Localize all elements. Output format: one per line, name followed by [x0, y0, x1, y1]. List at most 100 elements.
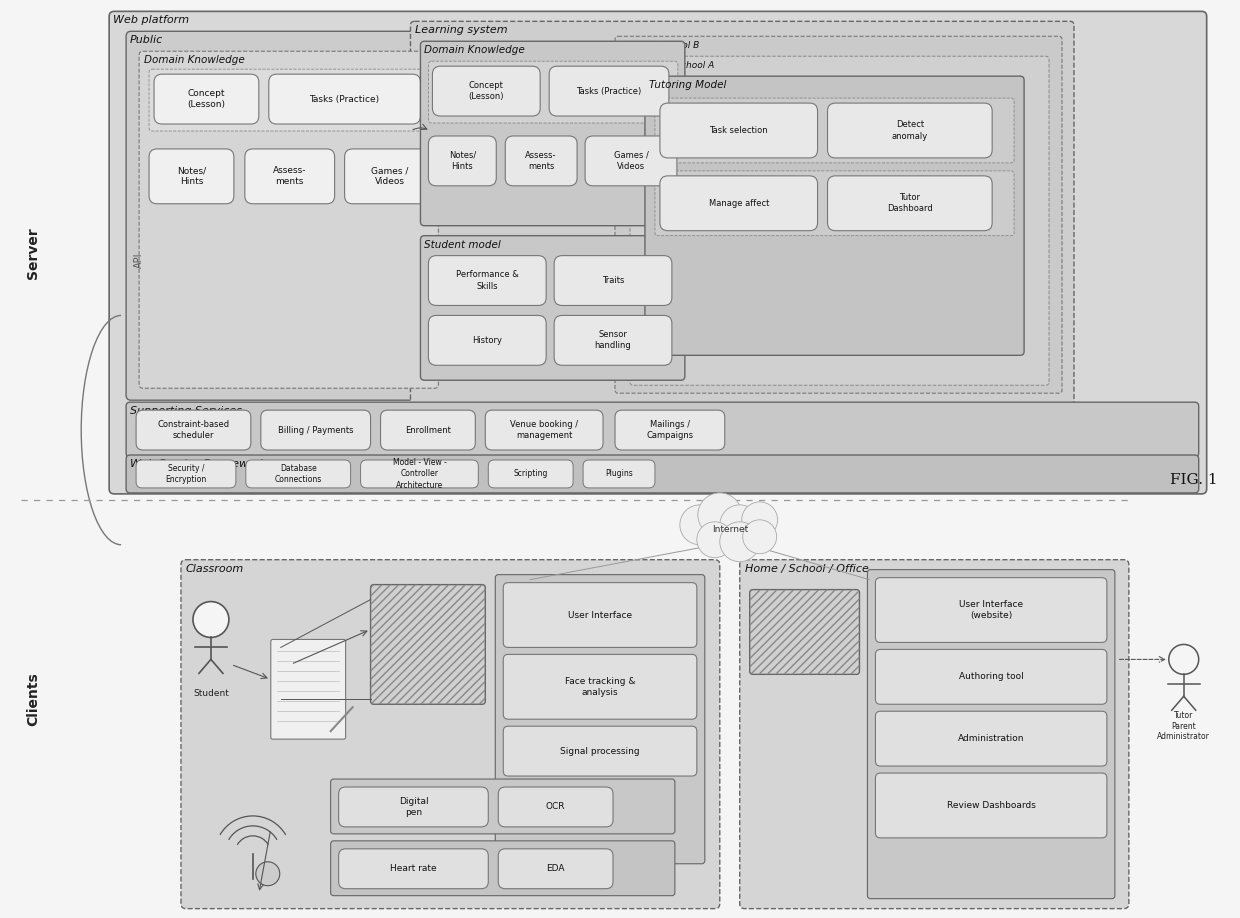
Text: OCR: OCR	[546, 802, 565, 812]
FancyBboxPatch shape	[827, 176, 992, 230]
Text: Web platform: Web platform	[113, 16, 190, 26]
Text: User Interface: User Interface	[568, 610, 632, 620]
Text: History: History	[472, 336, 502, 345]
FancyBboxPatch shape	[136, 460, 236, 487]
FancyBboxPatch shape	[154, 74, 259, 124]
Text: Tasks (Practice): Tasks (Practice)	[310, 95, 379, 104]
Text: Mailings /
Campaigns: Mailings / Campaigns	[646, 420, 693, 440]
FancyBboxPatch shape	[875, 577, 1107, 643]
FancyBboxPatch shape	[410, 21, 1074, 405]
Text: Domain Knowledge: Domain Knowledge	[424, 45, 526, 55]
FancyBboxPatch shape	[498, 849, 613, 889]
FancyBboxPatch shape	[750, 589, 859, 675]
Text: Home / School / Office: Home / School / Office	[745, 564, 868, 574]
FancyBboxPatch shape	[655, 98, 1014, 162]
FancyBboxPatch shape	[485, 410, 603, 450]
FancyBboxPatch shape	[827, 103, 992, 158]
FancyBboxPatch shape	[244, 149, 335, 204]
FancyBboxPatch shape	[339, 849, 489, 889]
Text: Venue booking /
management: Venue booking / management	[510, 420, 578, 440]
Text: Tutoring Model: Tutoring Model	[649, 80, 727, 90]
FancyBboxPatch shape	[126, 455, 1199, 493]
FancyBboxPatch shape	[381, 410, 475, 450]
FancyBboxPatch shape	[495, 575, 704, 864]
Text: Review Dashboards: Review Dashboards	[946, 800, 1035, 810]
FancyBboxPatch shape	[645, 76, 1024, 355]
Text: Assess-
ments: Assess- ments	[526, 151, 557, 171]
Text: Student: Student	[193, 689, 229, 699]
FancyBboxPatch shape	[429, 255, 546, 306]
Text: Games /
Videos: Games / Videos	[614, 151, 649, 171]
FancyBboxPatch shape	[420, 41, 684, 226]
Text: Private / School A: Private / School A	[635, 61, 714, 69]
Text: Clients: Clients	[26, 672, 41, 726]
FancyBboxPatch shape	[331, 779, 675, 834]
Text: Assess-
ments: Assess- ments	[273, 166, 306, 186]
FancyBboxPatch shape	[740, 560, 1128, 909]
Text: Tasks (Practice): Tasks (Practice)	[577, 86, 641, 95]
Text: Security /
Encryption: Security / Encryption	[165, 464, 207, 484]
Circle shape	[698, 493, 742, 537]
Text: Games /
Videos: Games / Videos	[371, 166, 408, 186]
Text: EDA: EDA	[547, 864, 565, 873]
Text: Domain Knowledge: Domain Knowledge	[144, 55, 244, 65]
Text: Billing / Payments: Billing / Payments	[278, 426, 353, 434]
Text: Notes/
Hints: Notes/ Hints	[177, 166, 206, 186]
FancyBboxPatch shape	[126, 31, 450, 400]
Text: User Interface
(website): User Interface (website)	[959, 600, 1023, 620]
Circle shape	[193, 601, 229, 637]
Text: Signal processing: Signal processing	[560, 746, 640, 756]
Text: Digital
pen: Digital pen	[398, 797, 428, 817]
FancyBboxPatch shape	[554, 316, 672, 365]
FancyBboxPatch shape	[489, 460, 573, 487]
Text: FIG. 1: FIG. 1	[1169, 473, 1218, 487]
Circle shape	[743, 520, 776, 554]
FancyBboxPatch shape	[615, 410, 724, 450]
Circle shape	[742, 502, 777, 538]
FancyBboxPatch shape	[429, 316, 546, 365]
Text: Sensor
handling: Sensor handling	[595, 330, 631, 351]
FancyBboxPatch shape	[339, 787, 489, 827]
Text: Performance &
Skills: Performance & Skills	[456, 271, 518, 291]
Text: Concept
(Lesson): Concept (Lesson)	[469, 81, 503, 101]
Text: Task selection: Task selection	[709, 126, 768, 135]
Text: Plugins: Plugins	[605, 469, 632, 478]
Text: Notes/
Hints: Notes/ Hints	[449, 151, 476, 171]
Text: Enrollment: Enrollment	[405, 426, 451, 434]
FancyBboxPatch shape	[149, 149, 234, 204]
Text: API: API	[134, 252, 144, 268]
Circle shape	[680, 505, 719, 544]
Text: Heart rate: Heart rate	[391, 864, 436, 873]
FancyBboxPatch shape	[630, 56, 1049, 386]
FancyBboxPatch shape	[126, 402, 1199, 457]
FancyBboxPatch shape	[260, 410, 371, 450]
FancyBboxPatch shape	[585, 136, 677, 185]
Text: Student model: Student model	[424, 240, 501, 250]
Text: Tutor
Parent
Administrator: Tutor Parent Administrator	[1157, 711, 1210, 741]
Text: Tutor
Dashboard: Tutor Dashboard	[887, 193, 932, 213]
Text: Concept
(Lesson): Concept (Lesson)	[187, 89, 226, 109]
FancyBboxPatch shape	[660, 176, 817, 230]
Text: Traits: Traits	[601, 276, 624, 285]
Text: Supporting Services: Supporting Services	[130, 406, 242, 416]
FancyBboxPatch shape	[139, 51, 439, 388]
FancyBboxPatch shape	[429, 136, 496, 185]
FancyBboxPatch shape	[498, 787, 613, 827]
FancyBboxPatch shape	[549, 66, 668, 116]
FancyBboxPatch shape	[503, 726, 697, 776]
FancyBboxPatch shape	[503, 655, 697, 719]
FancyBboxPatch shape	[583, 460, 655, 487]
Text: Face tracking &
analysis: Face tracking & analysis	[564, 677, 635, 697]
FancyBboxPatch shape	[109, 11, 1207, 494]
Text: Detect
anomaly: Detect anomaly	[892, 120, 928, 140]
Text: Manage affect: Manage affect	[708, 199, 769, 207]
Text: Web Service Framework: Web Service Framework	[130, 459, 267, 469]
Text: Server: Server	[26, 227, 41, 278]
FancyBboxPatch shape	[181, 560, 719, 909]
FancyBboxPatch shape	[331, 841, 675, 896]
FancyBboxPatch shape	[429, 62, 678, 123]
Text: Authoring tool: Authoring tool	[959, 672, 1023, 681]
Text: Scripting: Scripting	[513, 469, 548, 478]
Text: Classroom: Classroom	[186, 564, 244, 574]
FancyBboxPatch shape	[246, 460, 351, 487]
